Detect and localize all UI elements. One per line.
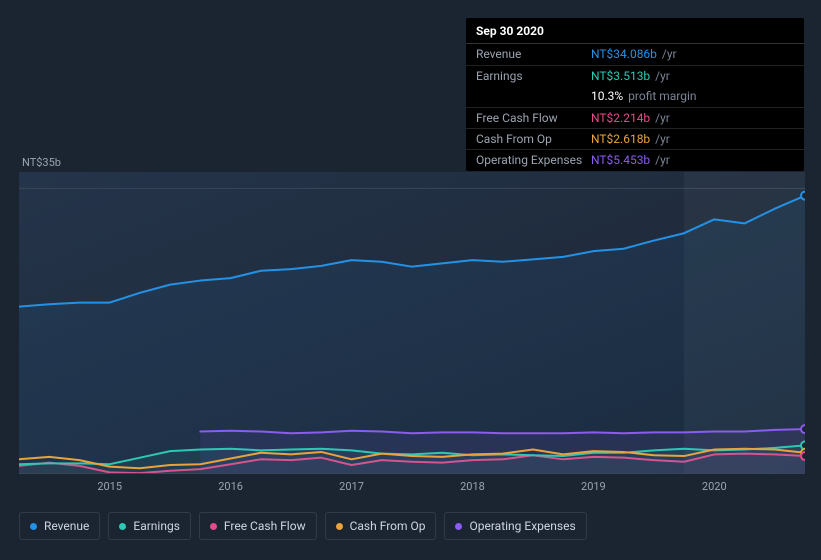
tooltip-row-value: NT$2.618b /yr — [591, 132, 794, 146]
legend-swatch — [455, 523, 462, 530]
tooltip-row-value: NT$5.453b /yr — [591, 153, 794, 167]
tooltip-row-label: Earnings — [476, 69, 591, 83]
tooltip-row: Free Cash FlowNT$2.214b /yr — [466, 107, 804, 128]
tooltip-date: Sep 30 2020 — [466, 18, 804, 44]
chart-legend: Revenue Earnings Free Cash Flow Cash From O… — [19, 512, 587, 540]
x-tick-label: 2020 — [702, 480, 727, 493]
tooltip-row: Operating ExpensesNT$5.453b /yr — [466, 149, 804, 170]
tooltip-row: EarningsNT$3.513b /yr — [466, 65, 804, 86]
tooltip-row-value: NT$2.214b /yr — [591, 111, 794, 125]
legend-item-cash_from_op[interactable]: Cash From Op — [325, 512, 437, 540]
legend-item-revenue[interactable]: Revenue — [19, 512, 100, 540]
tooltip-row-label: Operating Expenses — [476, 153, 591, 167]
tooltip-row-label: Revenue — [476, 47, 591, 61]
x-tick-label: 2017 — [339, 480, 364, 493]
tooltip-row: Cash From OpNT$2.618b /yr — [466, 128, 804, 149]
legend-swatch — [30, 523, 37, 530]
tooltip-row-label: Free Cash Flow — [476, 111, 591, 125]
tooltip-row: RevenueNT$34.086b /yr — [466, 44, 804, 64]
tooltip-row-label — [476, 89, 591, 103]
x-tick-label: 2016 — [218, 480, 243, 493]
legend-swatch — [119, 523, 126, 530]
tooltip-row-value: NT$34.086b /yr — [591, 47, 794, 61]
legend-label: Free Cash Flow — [224, 519, 306, 533]
legend-item-free_cash_flow[interactable]: Free Cash Flow — [199, 512, 317, 540]
x-tick-label: 2019 — [581, 480, 606, 493]
legend-swatch — [336, 523, 343, 530]
y-tick-label: NT$35b — [22, 156, 61, 169]
legend-item-earnings[interactable]: Earnings — [108, 512, 191, 540]
tooltip-row: 10.3% profit margin — [466, 86, 804, 106]
financials-chart[interactable] — [19, 172, 805, 474]
x-tick-label: 2015 — [97, 480, 122, 493]
tooltip-row-value: 10.3% profit margin — [591, 89, 794, 103]
legend-label: Cash From Op — [350, 519, 426, 533]
x-tick-label: 2018 — [460, 480, 485, 493]
legend-label: Revenue — [44, 519, 89, 533]
data-tooltip: Sep 30 2020 RevenueNT$34.086b /yrEarning… — [466, 18, 804, 171]
legend-label: Operating Expenses — [469, 519, 575, 533]
legend-swatch — [210, 523, 217, 530]
tooltip-row-label: Cash From Op — [476, 132, 591, 146]
legend-item-operating_expenses[interactable]: Operating Expenses — [444, 512, 586, 540]
tooltip-row-value: NT$3.513b /yr — [591, 69, 794, 83]
legend-label: Earnings — [133, 519, 180, 533]
